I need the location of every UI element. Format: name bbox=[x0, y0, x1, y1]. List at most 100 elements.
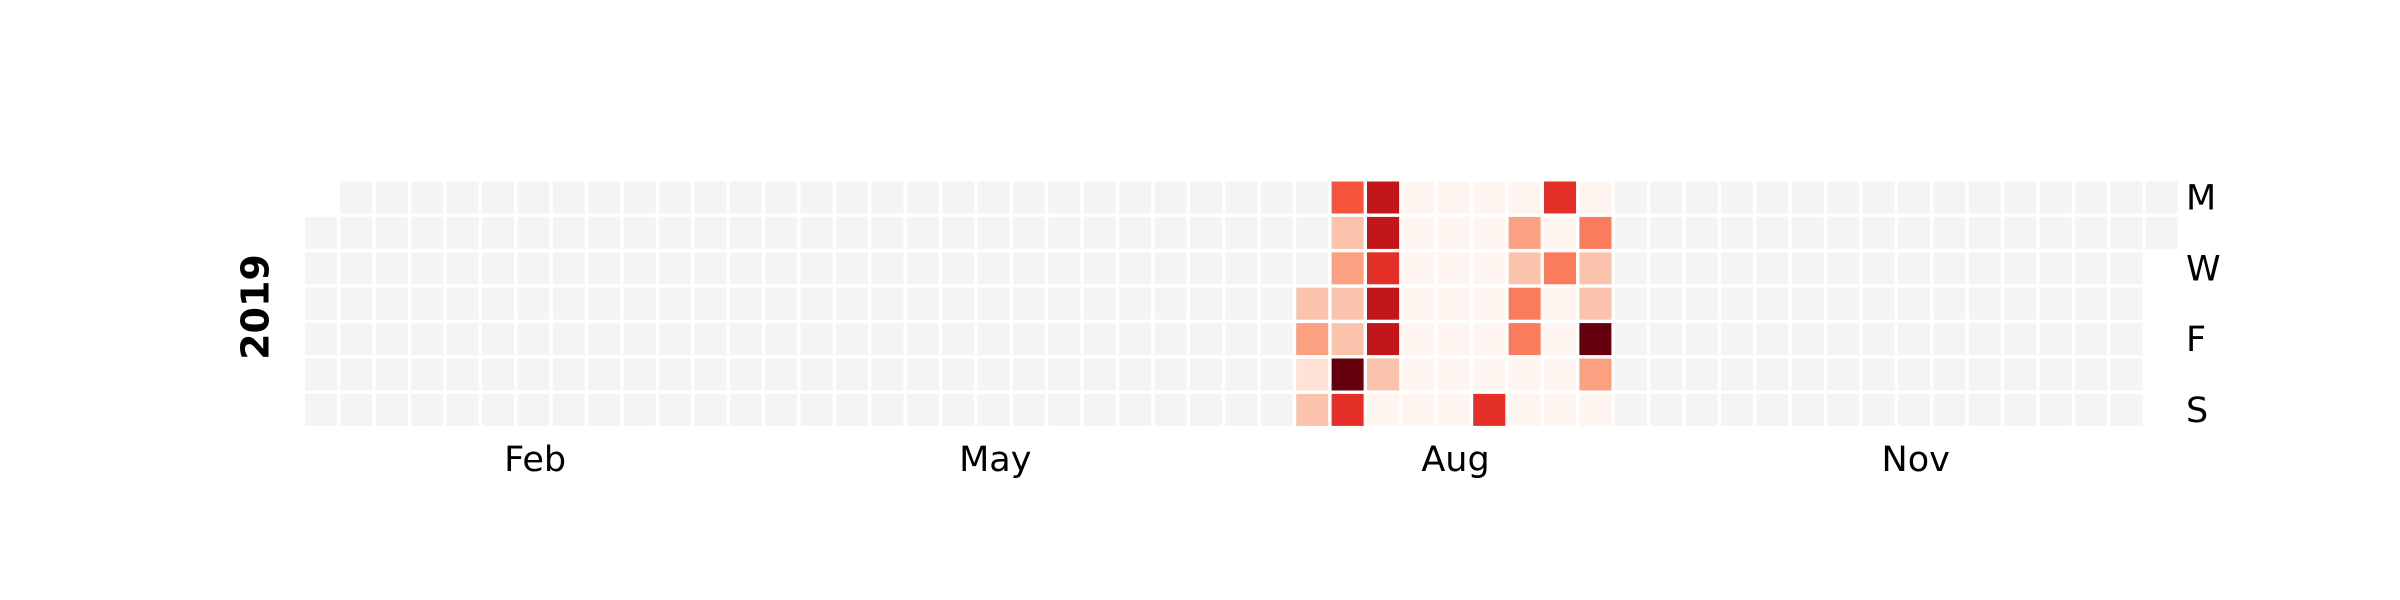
day-cell bbox=[1190, 358, 1222, 391]
day-cell bbox=[765, 216, 798, 249]
weekday-label: W bbox=[2186, 249, 2221, 289]
day-cell bbox=[1968, 216, 2001, 249]
day-cell bbox=[623, 287, 656, 320]
day-cell bbox=[1331, 216, 1364, 249]
day-cell bbox=[729, 287, 762, 320]
day-cell bbox=[1437, 181, 1470, 214]
day-cell bbox=[375, 287, 408, 320]
day-cell bbox=[1473, 181, 1506, 214]
day-cell bbox=[552, 393, 585, 426]
year-label: 2019 bbox=[234, 254, 278, 360]
day-cell bbox=[1296, 393, 1329, 426]
day-cell bbox=[1721, 287, 1753, 320]
day-cell bbox=[1190, 216, 1222, 249]
day-cell bbox=[1154, 358, 1187, 391]
day-cell bbox=[1827, 287, 1860, 320]
day-cell bbox=[977, 358, 1010, 391]
day-cell bbox=[517, 181, 550, 214]
day-cell bbox=[977, 393, 1010, 426]
day-cell bbox=[1614, 287, 1647, 320]
day-cell bbox=[765, 287, 798, 320]
day-cell bbox=[1579, 358, 1612, 391]
day-cell bbox=[1296, 358, 1329, 391]
day-cell bbox=[871, 252, 904, 285]
day-cell bbox=[1083, 181, 1116, 214]
day-cell bbox=[1402, 216, 1435, 249]
day-cell bbox=[1862, 181, 1895, 214]
day-cell bbox=[1614, 358, 1647, 391]
day-cell bbox=[1296, 252, 1329, 285]
day-cell bbox=[659, 181, 691, 214]
month-label: Nov bbox=[1882, 440, 1950, 480]
day-cell bbox=[1756, 216, 1789, 249]
day-cell bbox=[1791, 393, 1824, 426]
day-cell bbox=[1260, 252, 1293, 285]
day-cell bbox=[482, 181, 514, 214]
day-cell bbox=[1544, 252, 1576, 285]
day-cell bbox=[1827, 216, 1860, 249]
day-cell bbox=[694, 252, 727, 285]
day-cell bbox=[1898, 252, 1930, 285]
day-cell bbox=[2039, 323, 2072, 356]
day-cell bbox=[1473, 393, 1506, 426]
day-cell bbox=[1544, 358, 1576, 391]
day-cell bbox=[411, 393, 444, 426]
month-label: Aug bbox=[1421, 440, 1489, 480]
day-cell bbox=[1013, 287, 1045, 320]
day-cell bbox=[1685, 252, 1718, 285]
day-cell bbox=[340, 181, 373, 214]
day-cell bbox=[517, 216, 550, 249]
day-cell bbox=[1579, 287, 1612, 320]
day-cell bbox=[1933, 252, 1966, 285]
day-cell bbox=[375, 323, 408, 356]
day-cell bbox=[1614, 252, 1647, 285]
day-cell bbox=[1119, 393, 1152, 426]
day-cell bbox=[1367, 287, 1399, 320]
day-cell bbox=[2110, 393, 2143, 426]
day-cell bbox=[1367, 393, 1399, 426]
day-cell bbox=[411, 323, 444, 356]
day-cell bbox=[1473, 216, 1506, 249]
day-cell bbox=[305, 287, 337, 320]
day-cell bbox=[871, 287, 904, 320]
day-cell bbox=[1119, 252, 1152, 285]
day-cell bbox=[482, 287, 514, 320]
day-cell bbox=[871, 216, 904, 249]
day-cell bbox=[2039, 287, 2072, 320]
day-cell bbox=[1756, 358, 1789, 391]
day-cell bbox=[1862, 252, 1895, 285]
day-cell bbox=[977, 181, 1010, 214]
day-cell bbox=[1756, 181, 1789, 214]
day-cell bbox=[1083, 252, 1116, 285]
day-cell bbox=[1614, 216, 1647, 249]
day-cell bbox=[1933, 287, 1966, 320]
day-cell bbox=[977, 323, 1010, 356]
day-cell bbox=[2110, 216, 2143, 249]
day-cell bbox=[2039, 181, 2072, 214]
day-cell bbox=[1473, 287, 1506, 320]
day-cell bbox=[411, 358, 444, 391]
day-cell bbox=[1968, 358, 2001, 391]
day-cell bbox=[1544, 287, 1576, 320]
day-cell bbox=[1650, 216, 1683, 249]
day-cell bbox=[623, 323, 656, 356]
day-cell bbox=[1402, 287, 1435, 320]
day-cell bbox=[1579, 216, 1612, 249]
day-cell bbox=[340, 216, 373, 249]
day-cell bbox=[1508, 287, 1541, 320]
day-cell bbox=[800, 252, 833, 285]
day-cell bbox=[1579, 393, 1612, 426]
day-cell bbox=[2004, 358, 2037, 391]
day-cell bbox=[1579, 252, 1612, 285]
day-cell bbox=[2039, 393, 2072, 426]
day-cell bbox=[1260, 358, 1293, 391]
day-cell bbox=[1544, 323, 1576, 356]
day-cell bbox=[1862, 323, 1895, 356]
day-cell bbox=[1119, 323, 1152, 356]
day-cell bbox=[906, 393, 939, 426]
day-cell bbox=[1367, 358, 1399, 391]
day-cell bbox=[1367, 252, 1399, 285]
day-cell bbox=[1614, 323, 1647, 356]
day-cell bbox=[1296, 323, 1329, 356]
